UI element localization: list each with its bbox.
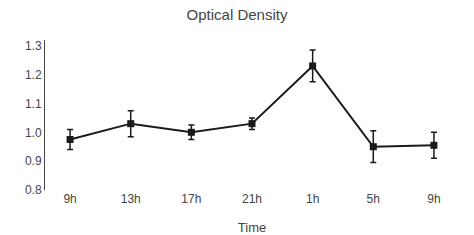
svg-text:0.8: 0.8 [25, 183, 42, 197]
svg-text:1.2: 1.2 [25, 68, 42, 82]
svg-text:0.9: 0.9 [25, 154, 42, 168]
svg-text:1h: 1h [306, 192, 319, 206]
svg-text:9h: 9h [427, 192, 440, 206]
svg-text:17h: 17h [181, 192, 201, 206]
svg-text:9h: 9h [63, 192, 76, 206]
svg-text:13h: 13h [121, 192, 141, 206]
svg-text:1.0: 1.0 [25, 126, 42, 140]
svg-text:5h: 5h [367, 192, 380, 206]
svg-text:Optical Density: Optical Density [187, 6, 288, 23]
svg-text:1.3: 1.3 [25, 39, 42, 53]
svg-text:Time: Time [238, 220, 266, 235]
svg-text:1.1: 1.1 [25, 97, 42, 111]
svg-text:21h: 21h [242, 192, 262, 206]
